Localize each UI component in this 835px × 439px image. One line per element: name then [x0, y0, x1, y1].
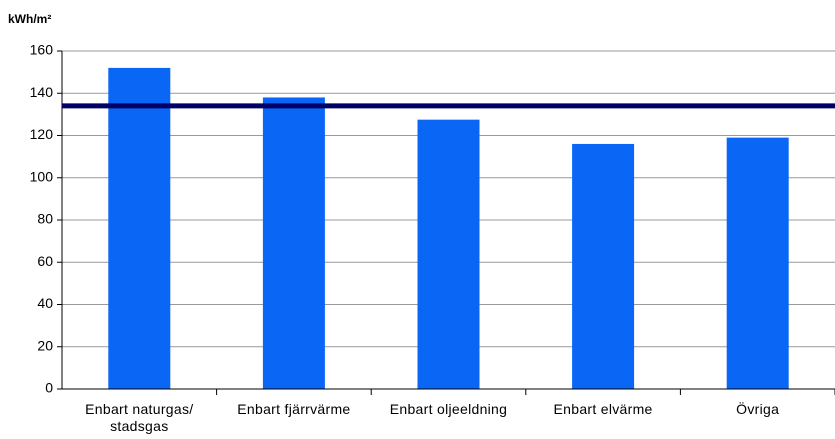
bar	[417, 119, 480, 389]
y-tick-label: 80	[37, 211, 53, 227]
bar	[108, 67, 171, 390]
bar	[572, 143, 635, 389]
bar	[262, 97, 325, 389]
y-tick-label: 0	[45, 380, 53, 396]
y-tick-label: 20	[37, 337, 53, 353]
x-tick-label: Enbart elvärme	[553, 401, 653, 417]
y-tick-label: 120	[30, 126, 54, 142]
y-tick-label: 100	[30, 168, 54, 184]
y-axis-label: kWh/m²	[8, 12, 51, 26]
x-tick-label: Övriga	[736, 401, 780, 417]
x-tick-label: Enbart fjärrvärme	[237, 401, 351, 417]
x-tick-label: Enbart oljeeldning	[389, 401, 508, 417]
bar	[726, 137, 789, 389]
x-tick-label: Enbart naturgas/ stadsgas	[85, 401, 194, 434]
y-tick-label: 160	[30, 42, 54, 58]
y-tick-label: 60	[37, 253, 53, 269]
y-tick-label: 140	[30, 84, 54, 100]
y-tick-label: 40	[37, 295, 53, 311]
